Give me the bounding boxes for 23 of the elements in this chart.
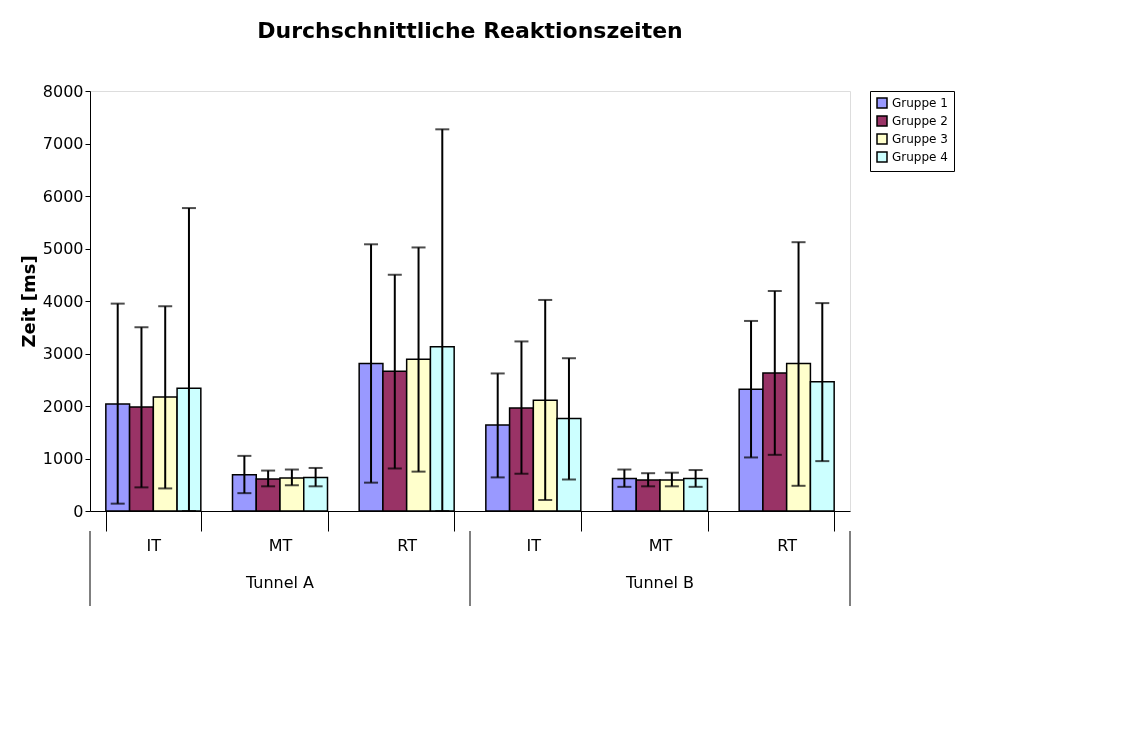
x-tick-label: RT [777,535,798,555]
x-tick-label: MT [268,535,293,555]
y-tick-label: 4000 [42,291,84,311]
y-tick-label: 6000 [42,186,84,206]
legend-label: Gruppe 4 [892,150,948,164]
legend-label: Gruppe 1 [892,96,948,110]
text: Tunnel B [624,573,695,592]
legend-label: Gruppe 3 [892,132,948,146]
x-tick-label: MT [648,535,673,555]
x-tick-label: IT [146,535,162,555]
y-tick-label: 8000 [42,81,84,101]
y-tick-label: 7000 [42,134,84,153]
chart-title: Durchschnittliche Reaktionszeiten [257,18,683,43]
y-axis-title: Zeit [ms] [17,255,39,348]
y-tick-label: 5000 [42,239,84,258]
legend-label: Gruppe 2 [892,114,948,128]
text: Tunnel A [244,573,315,592]
y-tick-label: 0 [73,501,84,521]
x-tick-label: IT [526,535,542,555]
x-tick-label: RT [397,535,418,555]
y-tick-label: 2000 [42,396,84,416]
y-tick-label: 1000 [42,449,84,468]
y-tick-label: 3000 [42,344,84,363]
